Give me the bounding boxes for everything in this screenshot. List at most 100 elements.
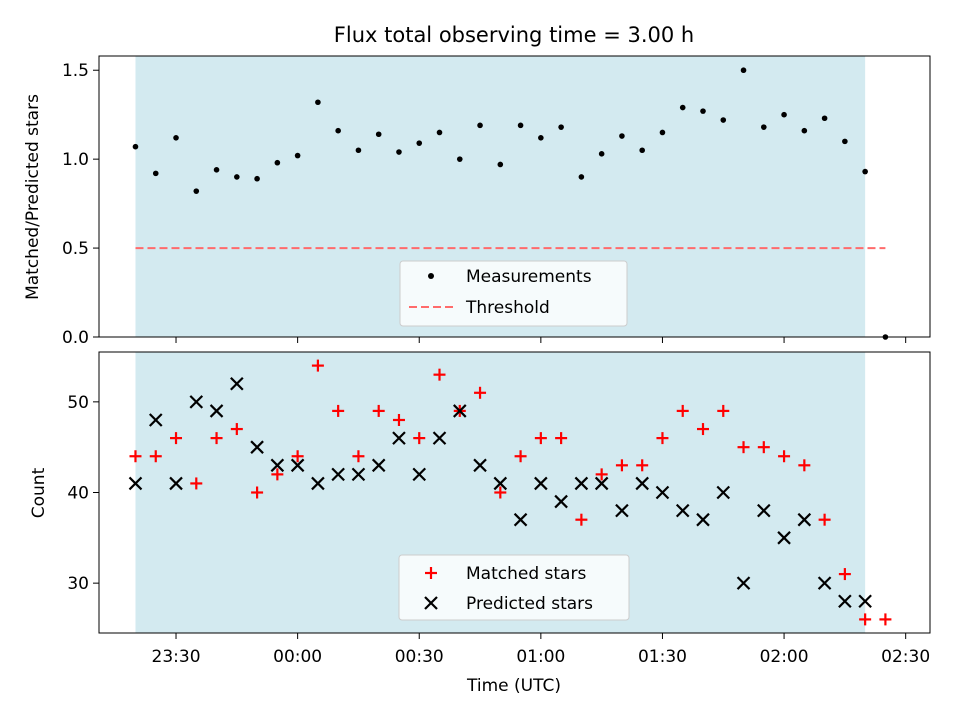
- predicted-star-point: [675, 503, 690, 518]
- matched-star-point: [636, 459, 649, 472]
- measurement-point: [700, 108, 706, 114]
- matched-star-point: [170, 432, 183, 445]
- matched-star-point: [778, 450, 791, 463]
- predicted-star-point: [169, 476, 183, 491]
- predicted-star-point: [716, 485, 731, 500]
- matched-star-point: [737, 441, 750, 454]
- predicted-star-point: [311, 476, 325, 491]
- measurements-series: [132, 67, 889, 340]
- measurement-point: [193, 188, 200, 194]
- x-axis-label: Time (UTC): [466, 676, 561, 696]
- bottom-y-axis-label: Count: [29, 467, 49, 518]
- measurement-point: [335, 127, 341, 134]
- measurement-point: [619, 133, 625, 139]
- top-y-ticks: 0.0 0.5 1.0 1.5: [62, 61, 99, 348]
- predicted-star-point: [290, 458, 305, 473]
- measurement-point: [598, 151, 605, 157]
- predicted-star-point: [148, 413, 163, 427]
- measurement-point: [173, 135, 179, 141]
- y-tick-label: 1.5: [62, 61, 89, 81]
- matched-star-point: [392, 413, 405, 426]
- matched-star-point: [514, 450, 527, 463]
- y-tick-label: 0.5: [62, 239, 89, 259]
- measurement-point: [254, 175, 260, 182]
- matched-star-point: [210, 432, 223, 445]
- legend-measurements-label: Measurements: [466, 267, 592, 287]
- legend-matched-label: Matched stars: [466, 564, 586, 584]
- matched-star-point: [474, 386, 487, 399]
- matched-star-point: [190, 477, 203, 490]
- measurement-point: [456, 156, 463, 162]
- top-legend: Measurements Threshold: [399, 260, 628, 327]
- measurement-point: [538, 135, 544, 141]
- matched-star-point: [798, 459, 811, 472]
- x-tick-label: 00:30: [395, 647, 444, 667]
- matched-star-point: [595, 468, 608, 481]
- measurement-point: [821, 115, 828, 122]
- measurement-point: [294, 152, 301, 159]
- predicted-star-point: [858, 594, 872, 609]
- y-tick-label: 50: [67, 393, 89, 413]
- x-tick-label: 02:30: [881, 647, 930, 667]
- matched-star-point: [696, 423, 709, 436]
- predicted-star-point: [412, 467, 427, 482]
- y-tick-label: 0.0: [62, 328, 89, 348]
- measurement-point: [740, 67, 747, 74]
- measurement-point: [801, 127, 808, 134]
- matched-star-point: [615, 459, 628, 472]
- matched-star-point: [534, 432, 547, 445]
- predicted-star-point: [736, 576, 751, 590]
- x-tick-label: 23:30: [152, 647, 201, 667]
- predicted-star-point: [655, 485, 670, 500]
- predicted-star-point: [554, 494, 568, 509]
- top-x-ticks: [175, 337, 907, 343]
- matched-star-point: [818, 513, 831, 526]
- matched-star-point: [757, 441, 770, 454]
- measurement-point: [720, 117, 727, 123]
- predicted-star-point: [574, 476, 589, 491]
- measurement-point: [234, 174, 240, 180]
- measurement-point: [213, 167, 220, 173]
- predicted-star-point: [473, 458, 487, 473]
- matched-star-point: [230, 423, 243, 436]
- predicted-star-point: [432, 431, 447, 445]
- predicted-star-point: [594, 476, 609, 491]
- measurement-point: [132, 143, 139, 150]
- legend-measurement-marker: [428, 273, 434, 279]
- predicted-star-point: [493, 476, 508, 491]
- measurement-point: [781, 111, 787, 118]
- matched-star-point: [879, 613, 892, 626]
- measurement-point: [639, 147, 645, 154]
- measurement-point: [517, 122, 524, 129]
- measurement-point: [761, 124, 767, 130]
- chart-title: Flux total observing time = 3.00 h: [334, 23, 694, 47]
- bottom-panel: 30 40 50 23:30 00:00 00:30 01:00 01:30 02:00 02:…: [29, 351, 931, 696]
- legend-predicted-marker: [424, 596, 438, 610]
- measurement-point: [274, 159, 281, 166]
- y-tick-label: 40: [67, 484, 89, 504]
- bottom-legend: Matched stars Predicted stars: [398, 554, 630, 621]
- x-tick-label: 02:00: [760, 647, 809, 667]
- measurement-point: [355, 147, 362, 154]
- predicted-star-point: [209, 404, 224, 418]
- measurement-point: [416, 140, 423, 146]
- predicted-star-point: [615, 503, 629, 518]
- x-tick-label: 01:00: [516, 647, 565, 667]
- measurement-point: [842, 138, 848, 145]
- legend-threshold-label: Threshold: [465, 298, 550, 318]
- predicted-star-point: [371, 458, 386, 473]
- y-tick-label: 30: [67, 574, 89, 594]
- bottom-x-ticks: 23:30 00:00 00:30 01:00 01:30 02:00 02:30: [152, 633, 930, 667]
- top-y-axis-label: Matched/Predicted stars: [23, 94, 43, 300]
- legend-predicted-label: Predicted stars: [466, 594, 593, 614]
- predicted-star-point: [331, 467, 345, 482]
- measurement-point: [679, 104, 686, 111]
- matched-star-point: [149, 450, 162, 463]
- predicted-star-point: [513, 512, 528, 527]
- matched-star-point: [575, 513, 588, 526]
- predicted-star-point: [797, 512, 812, 527]
- matched-star-point: [494, 486, 507, 499]
- predicted-star-point: [250, 440, 264, 454]
- predicted-star-point: [392, 431, 406, 445]
